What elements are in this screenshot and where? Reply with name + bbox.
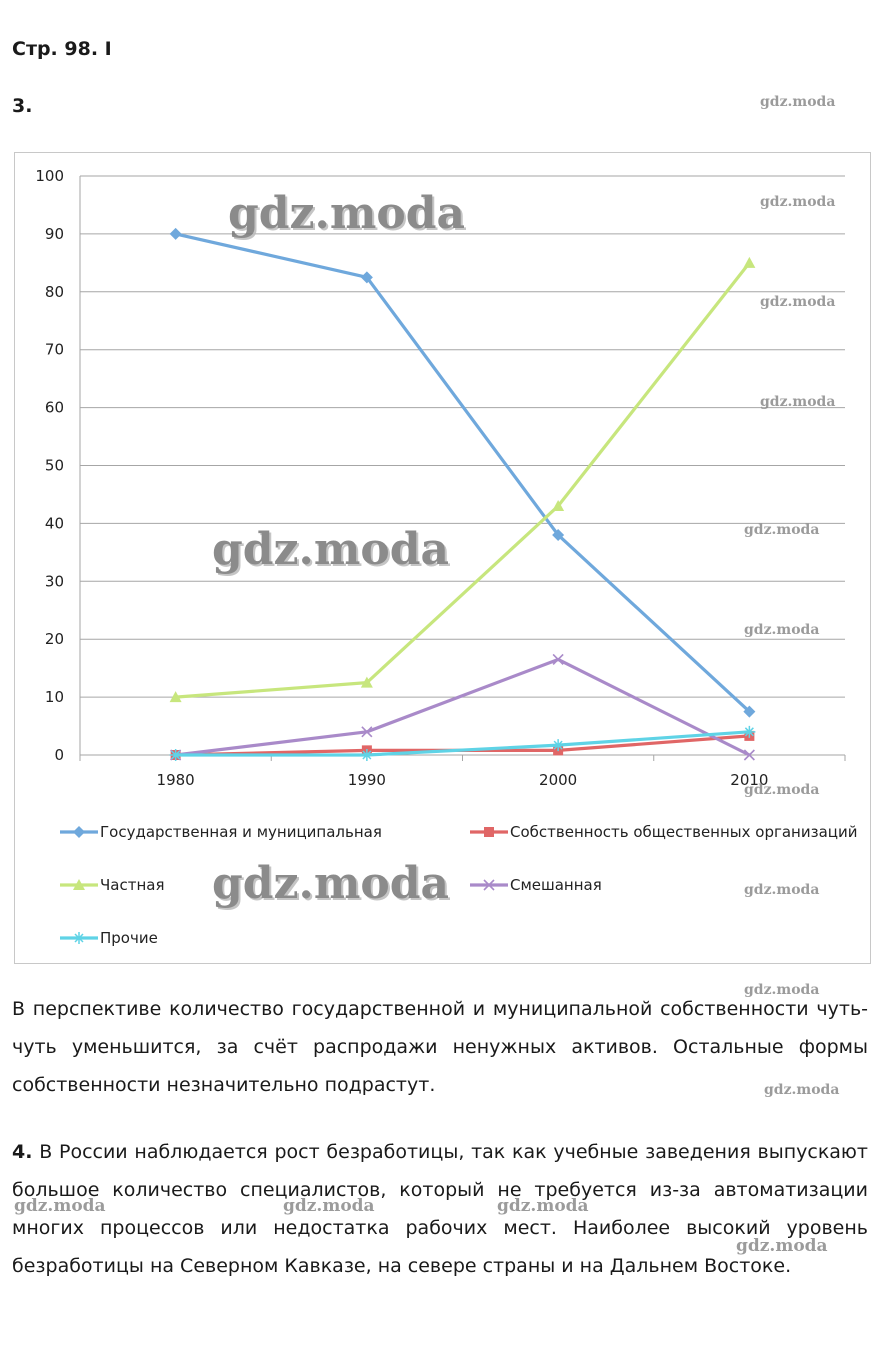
watermark-large: gdz.moda: [212, 858, 450, 909]
series-line: [175, 657, 751, 757]
line-chart: 0 10 20 30 40 50 60 70 80 90 100 1980 1990 2000 2010 Го…: [14, 152, 871, 964]
watermark: gdz.moda: [744, 782, 820, 798]
data-point: [360, 749, 373, 761]
series-line: [175, 261, 751, 699]
watermark: gdz.moda: [760, 194, 836, 210]
y-tick-label: 100: [35, 167, 64, 185]
data-point: [552, 500, 565, 512]
data-point: [743, 749, 755, 761]
x-tick-label: 1990: [348, 771, 386, 789]
data-point: [169, 227, 182, 240]
y-tick-label: 70: [45, 341, 64, 359]
watermark: gdz.moda: [760, 94, 836, 110]
y-tick-label: 90: [45, 225, 64, 243]
legend-label: Частная: [100, 876, 164, 894]
y-tick-label: 0: [54, 746, 64, 764]
watermark: gdz.moda: [744, 622, 820, 638]
watermark: gdz.moda: [760, 394, 836, 410]
legend-marker: [483, 879, 495, 891]
series-line: [175, 730, 750, 757]
x-tick-label: 1980: [157, 771, 195, 789]
y-tick-label: 60: [45, 399, 64, 417]
data-point: [552, 528, 565, 541]
legend-marker: [73, 932, 85, 944]
data-point: [552, 739, 565, 752]
data-point: [743, 725, 756, 738]
watermark: gdz.moda: [764, 1082, 840, 1098]
legend-label: Собственность общественных организаций: [510, 823, 857, 841]
data-point: [552, 653, 564, 666]
data-point: [361, 726, 373, 738]
data-point: [360, 676, 373, 688]
y-tick-label: 20: [45, 630, 64, 648]
data-point: [360, 271, 373, 284]
watermark: gdz.moda: [760, 294, 836, 310]
data-point: [743, 705, 756, 718]
y-tick-label: 80: [45, 283, 64, 301]
data-point: [743, 256, 756, 268]
task-4-text: В России наблюдается рост безработицы, т…: [12, 1141, 868, 1277]
chart-canvas: 0 10 20 30 40 50 60 70 80 90 100 1980 1990 2000 2010 Го…: [35, 167, 857, 947]
watermark: gdz.moda: [736, 1236, 828, 1256]
legend-label: Смешанная: [510, 876, 602, 894]
watermark: gdz.moda: [744, 982, 820, 998]
legend-marker: [73, 879, 85, 890]
legend-label: Прочие: [100, 929, 158, 947]
x-tick-label: 2000: [539, 771, 577, 789]
data-point: [169, 749, 182, 761]
watermark: gdz.moda: [14, 1196, 106, 1216]
task-4-number: 4.: [12, 1141, 33, 1163]
legend-marker: [484, 827, 494, 837]
y-tick-label: 50: [45, 457, 64, 475]
data-point: [169, 691, 182, 703]
task-4-block: 4. В России наблюдается рост безработицы…: [12, 1133, 868, 1285]
answer-3-text: В перспективе количество государственной…: [12, 998, 868, 1096]
page-reference: Стр. 98. I: [12, 38, 112, 60]
x-tick-label: 2010: [730, 771, 768, 789]
watermark: gdz.moda: [283, 1196, 375, 1216]
watermark: gdz.moda: [497, 1196, 589, 1216]
task-3-number: 3.: [12, 95, 33, 117]
watermark-large: gdz.moda: [228, 188, 466, 239]
series-line: [175, 232, 751, 713]
y-tick-label: 10: [45, 688, 64, 706]
y-tick-label: 40: [45, 514, 64, 532]
watermark-large: gdz.moda: [212, 524, 450, 575]
y-tick-label: 30: [45, 572, 64, 590]
watermark: gdz.moda: [744, 522, 820, 538]
legend-label: Государственная и муниципальная: [100, 823, 382, 841]
watermark: gdz.moda: [744, 882, 820, 898]
legend-marker: [73, 826, 85, 838]
